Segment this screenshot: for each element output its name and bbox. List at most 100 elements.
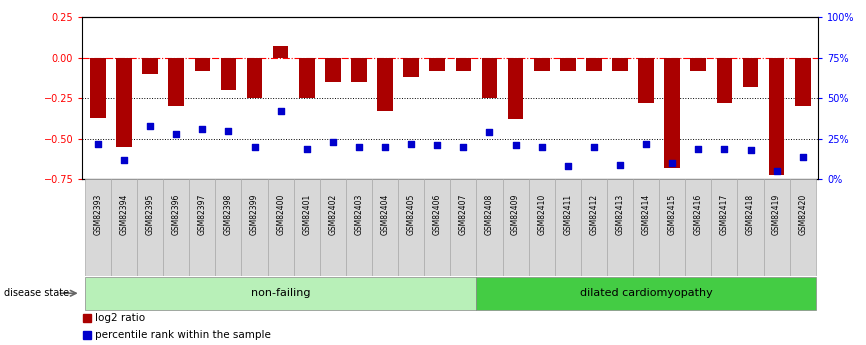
Text: non-failing: non-failing — [251, 288, 310, 298]
Point — [326, 139, 339, 145]
FancyBboxPatch shape — [111, 179, 137, 276]
Text: GSM82400: GSM82400 — [276, 194, 285, 235]
Point — [691, 146, 705, 151]
Text: GSM82411: GSM82411 — [563, 194, 572, 235]
Text: GSM82403: GSM82403 — [354, 194, 364, 235]
Point — [378, 144, 392, 150]
Bar — [664, 58, 680, 168]
Text: GSM82395: GSM82395 — [145, 194, 155, 235]
Text: percentile rank within the sample: percentile rank within the sample — [95, 331, 271, 340]
Text: GSM82414: GSM82414 — [642, 194, 650, 235]
Point — [404, 141, 418, 147]
Bar — [404, 58, 419, 77]
Text: GSM82416: GSM82416 — [694, 194, 703, 235]
Point — [534, 144, 548, 150]
Point — [639, 141, 653, 147]
FancyBboxPatch shape — [424, 179, 450, 276]
Text: GSM82399: GSM82399 — [250, 194, 259, 235]
Point — [796, 154, 810, 159]
FancyBboxPatch shape — [502, 179, 528, 276]
Point — [91, 141, 105, 147]
FancyBboxPatch shape — [85, 179, 111, 276]
Point — [222, 128, 236, 134]
Bar — [612, 58, 628, 71]
Bar — [378, 58, 393, 111]
Bar — [533, 58, 550, 71]
Bar — [638, 58, 654, 103]
Point — [717, 146, 731, 151]
FancyBboxPatch shape — [137, 179, 163, 276]
FancyBboxPatch shape — [398, 179, 424, 276]
Text: GSM82404: GSM82404 — [380, 194, 390, 235]
Text: GSM82405: GSM82405 — [407, 194, 416, 235]
Bar — [351, 58, 367, 82]
FancyBboxPatch shape — [555, 179, 581, 276]
FancyBboxPatch shape — [372, 179, 398, 276]
Text: GSM82397: GSM82397 — [197, 194, 207, 235]
Point — [143, 123, 157, 129]
FancyBboxPatch shape — [346, 179, 372, 276]
Bar — [560, 58, 576, 71]
Text: GSM82419: GSM82419 — [772, 194, 781, 235]
Bar — [273, 47, 288, 58]
Point — [482, 130, 496, 135]
FancyBboxPatch shape — [607, 179, 633, 276]
FancyBboxPatch shape — [476, 179, 502, 276]
Point — [196, 126, 210, 132]
Bar — [690, 58, 706, 71]
Text: GSM82394: GSM82394 — [120, 194, 128, 235]
FancyBboxPatch shape — [685, 179, 711, 276]
Point — [300, 146, 313, 151]
Text: GSM82406: GSM82406 — [433, 194, 442, 235]
Point — [587, 144, 601, 150]
Point — [352, 144, 366, 150]
Text: dilated cardiomyopathy: dilated cardiomyopathy — [579, 288, 713, 298]
Bar — [90, 58, 106, 118]
Point — [117, 157, 131, 163]
Text: GSM82418: GSM82418 — [746, 194, 755, 235]
FancyBboxPatch shape — [450, 179, 476, 276]
FancyBboxPatch shape — [711, 179, 738, 276]
Bar — [168, 58, 184, 107]
Point — [665, 160, 679, 166]
Point — [744, 147, 758, 153]
FancyBboxPatch shape — [633, 179, 659, 276]
FancyBboxPatch shape — [764, 179, 790, 276]
Point — [170, 131, 184, 137]
Text: GSM82393: GSM82393 — [94, 194, 102, 235]
FancyBboxPatch shape — [476, 277, 816, 310]
FancyBboxPatch shape — [528, 179, 555, 276]
FancyBboxPatch shape — [85, 277, 476, 310]
Bar — [142, 58, 158, 74]
FancyBboxPatch shape — [320, 179, 346, 276]
Bar — [430, 58, 445, 71]
FancyBboxPatch shape — [216, 179, 242, 276]
Text: GSM82402: GSM82402 — [328, 194, 338, 235]
Text: GSM82420: GSM82420 — [798, 194, 807, 235]
FancyBboxPatch shape — [163, 179, 190, 276]
FancyBboxPatch shape — [268, 179, 294, 276]
Text: GSM82415: GSM82415 — [668, 194, 676, 235]
Bar — [507, 58, 523, 119]
Point — [430, 142, 444, 148]
FancyBboxPatch shape — [581, 179, 607, 276]
FancyBboxPatch shape — [659, 179, 685, 276]
Point — [613, 162, 627, 168]
Text: log2 ratio: log2 ratio — [95, 313, 145, 323]
Bar — [481, 58, 497, 98]
Text: GSM82398: GSM82398 — [224, 194, 233, 235]
Bar — [221, 58, 236, 90]
Bar — [195, 58, 210, 71]
Text: GSM82409: GSM82409 — [511, 194, 520, 235]
FancyBboxPatch shape — [190, 179, 216, 276]
Bar — [795, 58, 811, 107]
Text: GSM82408: GSM82408 — [485, 194, 494, 235]
Bar — [769, 58, 785, 175]
Bar — [586, 58, 602, 71]
Point — [248, 144, 262, 150]
Bar — [247, 58, 262, 98]
Text: GSM82417: GSM82417 — [720, 194, 729, 235]
Text: GSM82413: GSM82413 — [616, 194, 624, 235]
Text: GSM82407: GSM82407 — [459, 194, 468, 235]
Text: GSM82412: GSM82412 — [590, 194, 598, 235]
